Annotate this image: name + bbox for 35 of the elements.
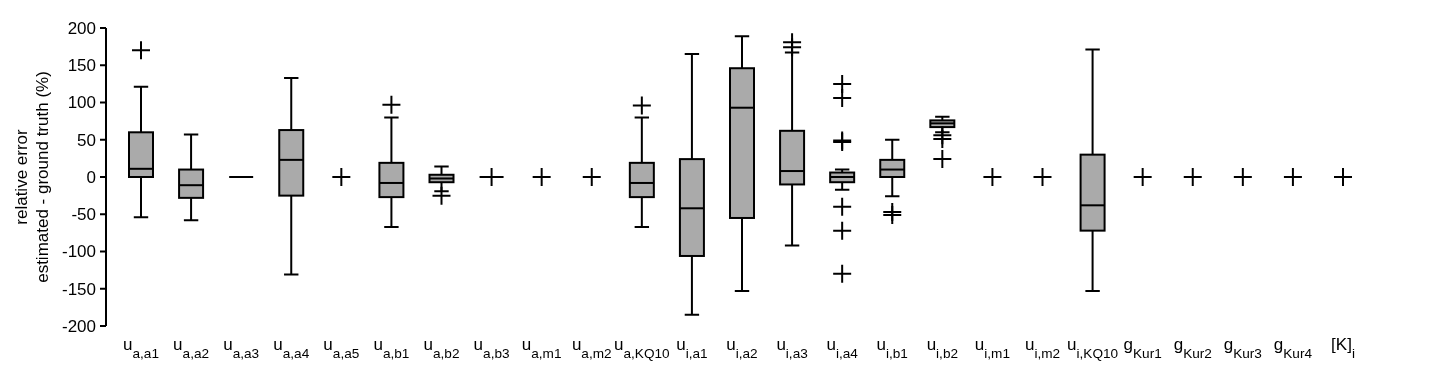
x-tick-label: u$_{a,a4}$: [273, 335, 310, 361]
x-tick-label: u$_{a,m1}$: [521, 335, 562, 361]
x-tick-label: g$_{Kur3}$: [1223, 335, 1262, 361]
x-tick-label: u$_{i,b1}$: [876, 335, 908, 361]
y-tick-label: -100: [61, 242, 96, 262]
x-tick-label: u$_{i,m1}$: [974, 335, 1010, 361]
x-tick-label: g$_{Kur1}$: [1123, 335, 1162, 361]
x-tick-label: u$_{a,b1}$: [373, 335, 410, 361]
y-tick-label: -200: [61, 316, 96, 336]
x-tick-label: g$_{Kur2}$: [1173, 335, 1212, 361]
x-tick-label: u$_{i,a1}$: [676, 335, 708, 361]
y-tick-label: 150: [67, 56, 96, 76]
x-tick-label: u$_{a,a3}$: [223, 335, 260, 361]
y-tick-label: 50: [77, 130, 96, 150]
x-tick-label: u$_{a,b3}$: [473, 335, 510, 361]
x-tick-label: u$_{i,m2}$: [1024, 335, 1061, 361]
x-tick-label: u$_{i,a2}$: [726, 335, 758, 361]
x-tick-label: u$_{a,a5}$: [323, 335, 360, 361]
x-tick-label: u$_{i,b2}$: [926, 335, 959, 361]
y-tick-label: -150: [61, 279, 96, 299]
x-tick-label: u$_{a,KQ10}$: [614, 335, 671, 361]
y-axis-title: relative error estimated - ground truth (%): [11, 71, 52, 283]
y-tick-label: 200: [67, 18, 96, 38]
x-tick-label: u$_{a,b2}$: [423, 335, 460, 361]
y-tick-label: 0: [86, 167, 96, 187]
x-tick-label: u$_{a,m2}$: [571, 335, 612, 361]
y-tick-label: -50: [71, 205, 96, 225]
x-tick-label: u$_{i,a4}$: [826, 335, 859, 361]
x-tick-label: u$_{i,KQ10}$: [1067, 335, 1119, 361]
x-tick-label: u$_{i,a3}$: [776, 335, 808, 361]
x-tick-label: u$_{a,a1}$: [123, 335, 159, 361]
x-tick-label: g$_{Kur4}$: [1273, 335, 1313, 361]
x-tick-label: u$_{a,a2}$: [173, 335, 210, 361]
y-tick-label: 100: [67, 93, 96, 113]
x-tick-label: [K]$_{i}$: [1331, 335, 1355, 361]
